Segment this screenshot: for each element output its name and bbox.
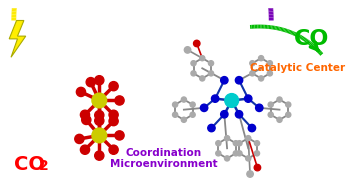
- Text: CO: CO: [294, 29, 330, 49]
- Circle shape: [181, 97, 186, 102]
- Circle shape: [95, 76, 104, 85]
- Circle shape: [254, 164, 261, 171]
- Circle shape: [95, 151, 104, 160]
- Circle shape: [237, 151, 242, 156]
- Circle shape: [172, 102, 178, 107]
- Circle shape: [190, 102, 195, 107]
- Circle shape: [235, 111, 243, 118]
- Text: 2: 2: [39, 159, 48, 173]
- Circle shape: [193, 40, 200, 47]
- Circle shape: [208, 61, 213, 66]
- Circle shape: [250, 61, 255, 66]
- Circle shape: [115, 131, 124, 140]
- Circle shape: [109, 82, 118, 91]
- Circle shape: [191, 61, 196, 66]
- Circle shape: [248, 124, 256, 132]
- Circle shape: [80, 145, 90, 154]
- Circle shape: [286, 112, 291, 117]
- Circle shape: [225, 136, 230, 141]
- Circle shape: [277, 117, 282, 122]
- Circle shape: [86, 77, 95, 87]
- Circle shape: [95, 116, 104, 125]
- Circle shape: [255, 141, 260, 146]
- Circle shape: [258, 76, 264, 81]
- Circle shape: [191, 71, 196, 76]
- Text: Microenvironment: Microenvironment: [110, 159, 217, 169]
- Circle shape: [286, 102, 291, 107]
- Circle shape: [181, 117, 186, 122]
- Circle shape: [245, 95, 252, 102]
- Circle shape: [235, 77, 243, 84]
- Circle shape: [221, 77, 228, 84]
- Circle shape: [109, 116, 118, 126]
- Circle shape: [92, 128, 107, 143]
- Circle shape: [237, 141, 242, 146]
- Circle shape: [225, 156, 230, 161]
- Circle shape: [233, 151, 238, 156]
- Circle shape: [184, 47, 191, 53]
- Circle shape: [247, 171, 253, 177]
- Circle shape: [190, 112, 195, 117]
- Circle shape: [268, 102, 273, 107]
- Circle shape: [172, 112, 178, 117]
- Circle shape: [246, 156, 251, 161]
- Circle shape: [109, 145, 118, 154]
- Circle shape: [267, 61, 272, 66]
- Circle shape: [211, 95, 219, 102]
- Circle shape: [250, 71, 255, 76]
- Circle shape: [268, 112, 273, 117]
- Circle shape: [200, 76, 205, 81]
- Circle shape: [246, 136, 251, 141]
- Circle shape: [76, 87, 86, 97]
- Circle shape: [267, 71, 272, 76]
- Circle shape: [277, 97, 282, 102]
- Circle shape: [80, 110, 90, 119]
- Circle shape: [208, 71, 213, 76]
- Circle shape: [82, 115, 91, 125]
- Text: Catalytic Center: Catalytic Center: [250, 63, 345, 73]
- Polygon shape: [9, 20, 26, 57]
- Circle shape: [225, 94, 238, 107]
- Circle shape: [216, 151, 221, 156]
- Circle shape: [258, 56, 264, 61]
- Circle shape: [208, 124, 215, 132]
- Text: CO: CO: [14, 155, 45, 174]
- Circle shape: [200, 56, 205, 61]
- Circle shape: [200, 104, 208, 112]
- Circle shape: [95, 111, 104, 120]
- Circle shape: [221, 111, 228, 118]
- Circle shape: [255, 151, 260, 156]
- Circle shape: [92, 93, 107, 108]
- Text: Coordination: Coordination: [126, 148, 202, 158]
- Circle shape: [109, 110, 118, 119]
- Circle shape: [256, 104, 263, 112]
- Circle shape: [115, 96, 124, 105]
- Circle shape: [216, 141, 221, 146]
- Circle shape: [233, 141, 238, 146]
- Circle shape: [75, 134, 84, 143]
